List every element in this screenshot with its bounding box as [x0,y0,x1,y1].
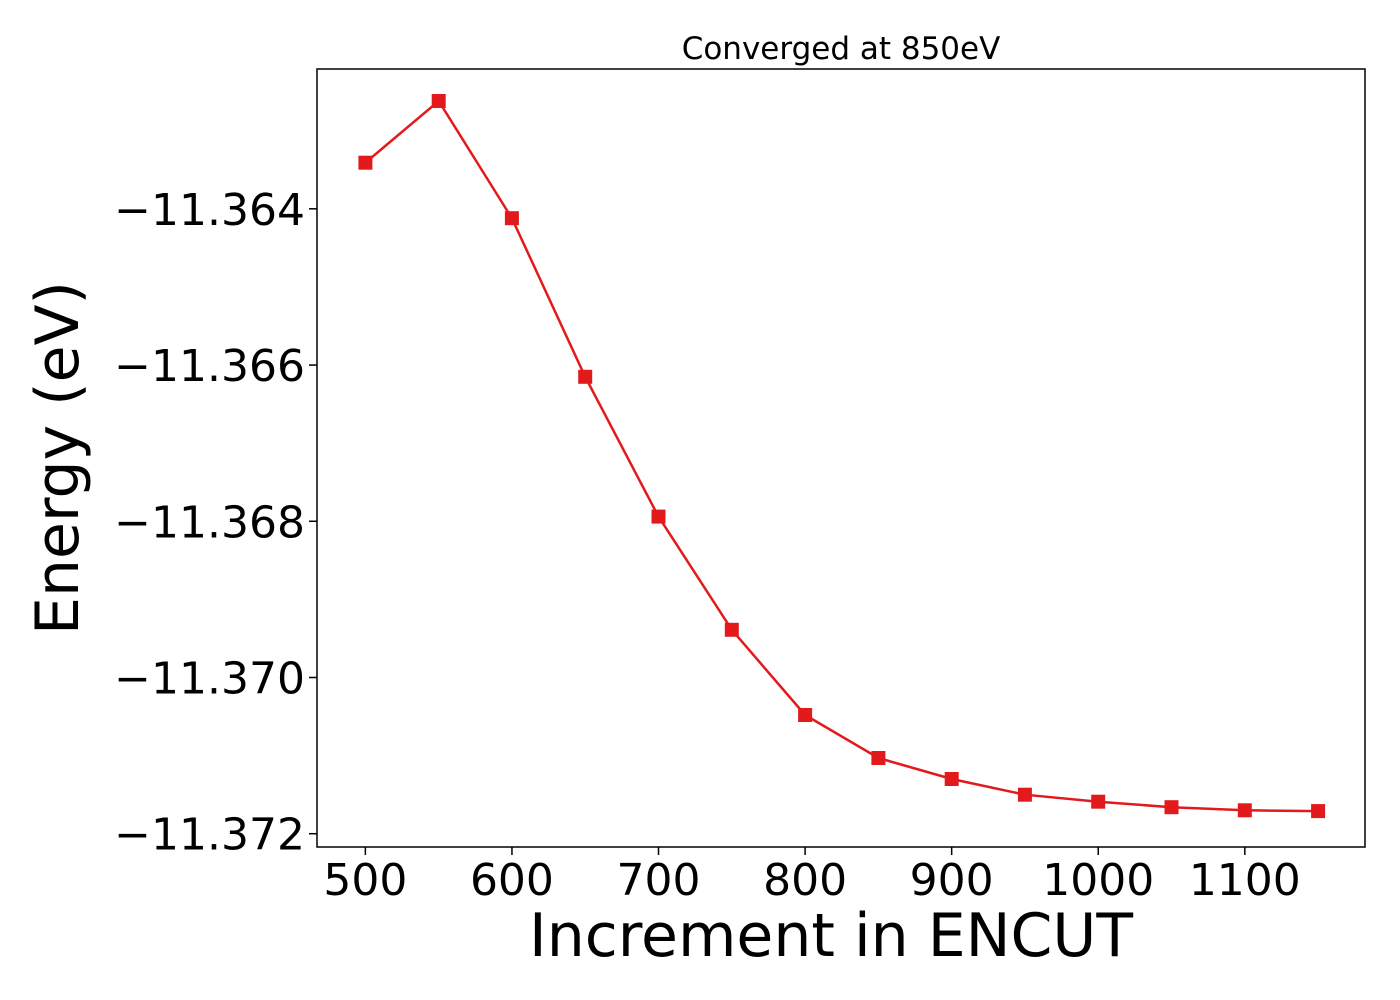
y-tick-label: −11.372 [114,810,305,861]
series-line [364,99,1319,813]
data-point-marker [504,211,519,226]
x-tick-label: 600 [470,855,554,906]
x-axis-label: Increment in ENCUT [529,901,1133,971]
data-point-marker [431,94,446,108]
data-series [358,94,1326,819]
data-point-marker [578,369,593,384]
x-tick-label: 800 [763,855,847,906]
data-point-marker [871,751,886,765]
y-tick-label: −11.364 [114,185,305,236]
chart-title: Converged at 850eV [682,31,1001,67]
plot-area [316,68,1366,848]
data-point-marker [944,772,959,786]
data-point-marker [724,622,739,637]
y-axis-label: Energy (eV) [23,281,93,635]
y-tick-label: −11.366 [114,341,305,392]
data-point-marker [1017,787,1032,802]
y-tick-label: −11.370 [114,653,305,704]
x-tick-label: 500 [323,855,407,906]
data-point-marker [798,708,813,722]
y-axis-ticks: −11.364 −11.366 −11.368 −11.370 −11.372 [114,185,317,861]
x-tick-label: 1100 [1189,855,1301,906]
x-tick-label: 1000 [1042,855,1154,906]
x-tick-label: 900 [910,855,994,906]
data-point-marker [1164,800,1179,815]
data-point-marker [1311,804,1326,819]
x-axis-ticks: 500 600 700 800 900 1000 1100 [323,847,1301,906]
y-tick-label: −11.368 [114,497,305,548]
data-point-marker [1237,803,1252,818]
data-point-marker [651,509,666,524]
data-point-marker [1091,794,1106,809]
data-point-marker [358,155,373,170]
x-tick-label: 700 [617,855,701,906]
